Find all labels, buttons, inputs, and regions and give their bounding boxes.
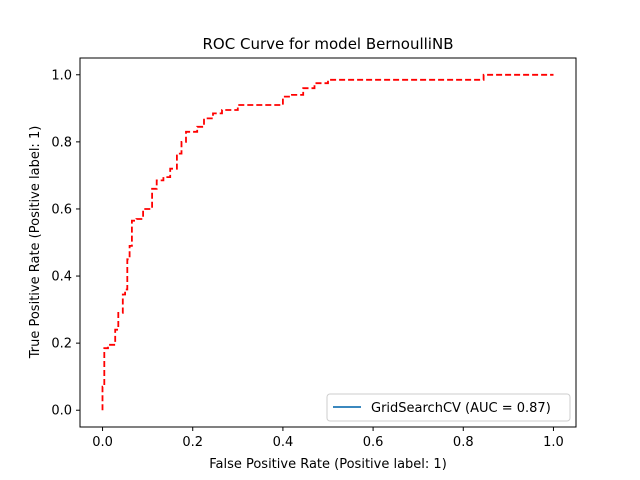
x-tick-label: 0.4 — [273, 435, 294, 450]
plot-area — [80, 58, 576, 427]
y-tick-label: 0.2 — [51, 337, 72, 352]
y-tick-label: 0.0 — [51, 404, 72, 419]
ticks-layer: 0.0 0.2 0.4 0.6 0.8 1.0 0.0 0.2 0.4 0.6 0.8 1.0 — [51, 68, 563, 450]
x-tick-label: 0.0 — [92, 435, 113, 450]
x-axis-label: False Positive Rate (Positive label: 1) — [209, 457, 447, 472]
y-tick-label: 0.6 — [51, 202, 72, 217]
x-tick-label: 1.0 — [543, 435, 564, 450]
y-tick-label: 0.8 — [51, 135, 72, 150]
x-tick-label: 0.2 — [182, 435, 203, 450]
y-axis-label: True Positive Rate (Positive label: 1) — [28, 126, 43, 360]
plot-frame — [79, 57, 577, 428]
legend: GridSearchCV (AUC = 0.87) — [326, 393, 571, 422]
y-tick-label: 0.4 — [51, 270, 72, 285]
y-tick-label: 1.0 — [51, 68, 72, 83]
roc-curve-line-1 — [101, 73, 554, 411]
chart-title: ROC Curve for model BernoulliNB — [203, 35, 454, 53]
x-tick-label: 0.6 — [363, 435, 384, 450]
legend-entry-label: GridSearchCV (AUC = 0.87) — [371, 401, 551, 416]
x-tick-label: 0.8 — [453, 435, 474, 450]
legend-box — [326, 393, 571, 422]
curves-layer — [101, 73, 554, 411]
